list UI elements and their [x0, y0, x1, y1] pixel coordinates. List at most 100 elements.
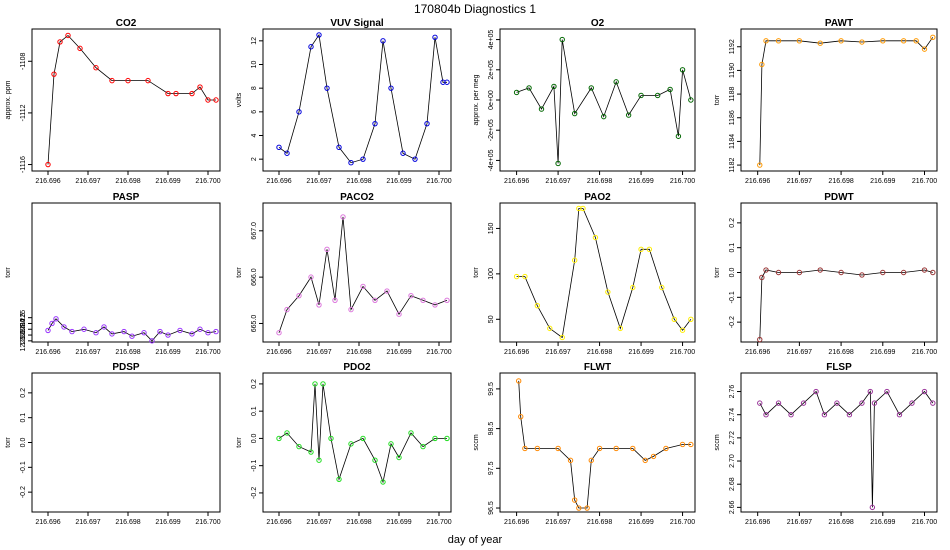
y-axis-label: approx. per meg: [473, 74, 480, 125]
x-tick-label: 216.699: [155, 349, 180, 356]
data-point: [384, 288, 390, 294]
data-point: [646, 246, 653, 253]
y-tick-label: -1112: [20, 104, 27, 121]
data-point: [336, 476, 342, 482]
y-tick-label: 0.1: [729, 243, 736, 253]
data-point: [800, 400, 807, 406]
x-tick-label: 216.700: [426, 178, 451, 185]
series-line: [759, 37, 934, 166]
x-tick-label: 216.698: [346, 178, 371, 185]
data-point: [420, 443, 426, 450]
data-point: [109, 331, 115, 337]
data-point: [348, 306, 354, 313]
x-tick-label: 216.696: [35, 178, 60, 185]
data-point: [869, 504, 876, 511]
y-tick-label: 0.0: [729, 268, 736, 278]
y-tick-label: 1234.0: [20, 318, 27, 340]
data-point: [149, 338, 155, 344]
data-point: [518, 413, 524, 420]
y-tick-label: -0.2: [20, 486, 27, 498]
data-point: [513, 89, 520, 96]
data-point: [757, 336, 763, 343]
data-point: [796, 38, 803, 44]
data-point: [763, 412, 769, 418]
data-point: [121, 328, 127, 335]
data-point: [642, 457, 648, 464]
data-point: [276, 330, 282, 336]
panel-title: PASP: [113, 192, 140, 203]
plot-frame: [31, 202, 221, 343]
panel-pdwt: PDWT 216.696 216.697 216.698 216.699 216.700 -…: [714, 192, 938, 356]
data-point: [296, 109, 302, 115]
data-point: [921, 46, 928, 52]
x-tick-label: 216.699: [155, 178, 180, 185]
data-point: [763, 38, 769, 44]
y-tick-label: 1234.5: [20, 313, 27, 335]
x-tick-label: 216.699: [386, 349, 411, 356]
data-point: [601, 113, 607, 120]
data-point: [679, 441, 686, 448]
data-point: [921, 388, 928, 395]
y-tick-label: -1108: [20, 52, 27, 69]
data-point: [638, 92, 644, 99]
data-point: [688, 441, 694, 448]
x-tick-label: 216.697: [75, 178, 100, 185]
y-axis-label: torr: [5, 267, 12, 278]
y-tick-label: 0.0: [251, 433, 258, 443]
data-point: [157, 328, 163, 335]
data-point: [592, 234, 599, 241]
data-point: [328, 435, 334, 442]
y-tick-label: 96.5: [488, 501, 495, 515]
y-tick-label: -4e+05: [488, 149, 495, 171]
data-point: [424, 120, 430, 127]
x-tick-label: 216.700: [195, 349, 220, 356]
data-point: [141, 330, 147, 336]
data-point: [205, 97, 211, 103]
data-point: [125, 77, 131, 84]
plot-frame: [499, 372, 696, 513]
x-tick-label: 216.699: [628, 178, 653, 185]
data-point: [688, 316, 694, 322]
y-tick-label: 4e+05: [488, 30, 495, 50]
x-tick-label: 216.698: [828, 349, 853, 356]
data-point: [551, 83, 557, 90]
plot-frame: [31, 28, 221, 172]
x-tick-label: 216.700: [670, 519, 695, 526]
data-point: [276, 435, 282, 442]
data-point: [197, 84, 203, 90]
data-point: [880, 38, 886, 44]
data-point: [675, 133, 682, 139]
data-point: [880, 269, 886, 276]
y-axis-label: torr: [714, 267, 721, 278]
data-point: [913, 38, 919, 44]
data-point: [547, 325, 553, 332]
y-tick-label: 0.2: [251, 379, 258, 389]
data-point: [360, 156, 366, 162]
x-tick-label: 216.697: [306, 349, 331, 356]
y-tick-label: 0.1: [251, 406, 258, 416]
x-tick-label: 216.698: [587, 349, 612, 356]
data-point: [667, 86, 673, 93]
data-point: [372, 120, 378, 127]
data-point: [360, 283, 366, 290]
x-tick-label: 216.698: [115, 519, 140, 526]
data-point: [372, 457, 378, 463]
x-axis-label: day of year: [448, 534, 503, 546]
data-point: [380, 479, 386, 485]
data-point: [316, 457, 322, 463]
data-point: [444, 297, 450, 303]
panel-title: FLSP: [826, 362, 852, 373]
series-line: [518, 380, 691, 509]
data-point: [45, 161, 51, 168]
y-tick-label: 50: [488, 315, 495, 323]
plot-frame: [262, 28, 452, 172]
data-point: [296, 443, 302, 450]
y-axis-label: torr: [714, 94, 721, 105]
data-point: [340, 214, 346, 220]
data-point: [205, 330, 211, 336]
data-point: [408, 292, 414, 299]
x-tick-label: 216.699: [386, 519, 411, 526]
data-point: [165, 90, 171, 97]
